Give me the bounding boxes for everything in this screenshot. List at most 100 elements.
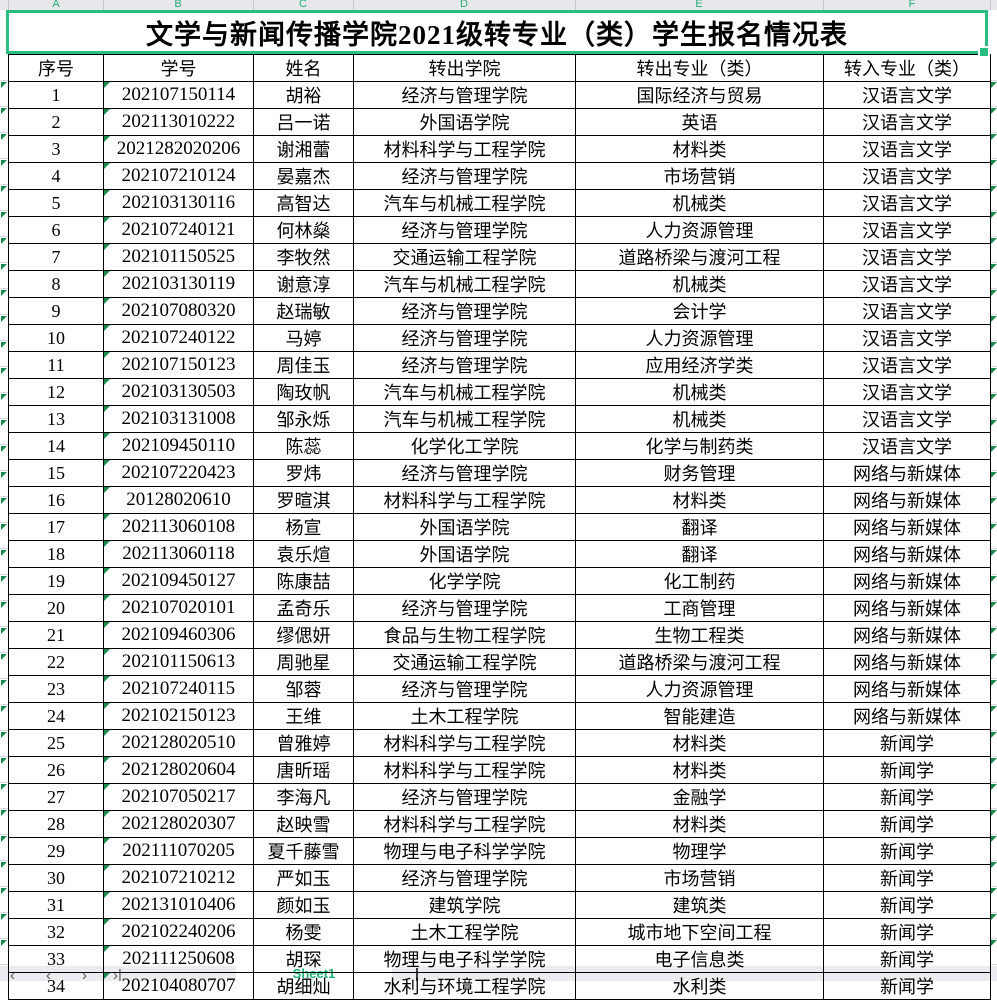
cell-college[interactable]: 交通运输工程学院 bbox=[353, 648, 576, 676]
cell-major-in[interactable]: 汉语言文学 bbox=[823, 405, 991, 433]
cell-major-in[interactable]: 新闻学 bbox=[823, 756, 991, 784]
cell-seq[interactable]: 20 bbox=[8, 594, 104, 622]
cell-name[interactable]: 胡裕 bbox=[253, 81, 354, 109]
cell-major-out[interactable]: 材料类 bbox=[575, 810, 824, 838]
cell-id[interactable]: 202107020101 bbox=[103, 594, 254, 622]
cell-name[interactable]: 孟奇乐 bbox=[253, 594, 354, 622]
cell-major-in[interactable]: 网络与新媒体 bbox=[823, 594, 991, 622]
cell-college[interactable]: 化学化工学院 bbox=[353, 432, 576, 460]
cell-id[interactable]: 202128020510 bbox=[103, 729, 254, 757]
cell-major-in[interactable]: 汉语言文学 bbox=[823, 135, 991, 163]
cell-name[interactable]: 吕一诺 bbox=[253, 108, 354, 136]
cell-major-out[interactable]: 道路桥梁与渡河工程 bbox=[575, 648, 824, 676]
cell-id[interactable]: 202107240115 bbox=[103, 675, 254, 703]
cell-major-in[interactable]: 汉语言文学 bbox=[823, 108, 991, 136]
cell-id[interactable]: 202113060118 bbox=[103, 540, 254, 568]
cell-major-in[interactable]: 新闻学 bbox=[823, 864, 991, 892]
cell-name[interactable]: 高智达 bbox=[253, 189, 354, 217]
cell-id[interactable]: 202107080320 bbox=[103, 297, 254, 325]
cell-seq[interactable]: 11 bbox=[8, 351, 104, 379]
cell-seq[interactable]: 34 bbox=[8, 972, 104, 1000]
cell-college[interactable]: 经济与管理学院 bbox=[353, 297, 576, 325]
header-id[interactable]: 学号 bbox=[103, 54, 254, 82]
cell-id[interactable]: 202104080707 bbox=[103, 972, 254, 1000]
cell-major-out[interactable]: 人力资源管理 bbox=[575, 324, 824, 352]
cell-id[interactable]: 202103130116 bbox=[103, 189, 254, 217]
cell-seq[interactable]: 26 bbox=[8, 756, 104, 784]
header-name[interactable]: 姓名 bbox=[253, 54, 354, 82]
cell-major-out[interactable]: 道路桥梁与渡河工程 bbox=[575, 243, 824, 271]
cell-id[interactable]: 202107150114 bbox=[103, 81, 254, 109]
cell-seq[interactable]: 14 bbox=[8, 432, 104, 460]
cell-major-in[interactable]: 新闻学 bbox=[823, 972, 991, 1000]
cell-college[interactable]: 水利与环境工程学院 bbox=[353, 972, 576, 1000]
cell-major-out[interactable]: 翻译 bbox=[575, 540, 824, 568]
cell-seq[interactable]: 24 bbox=[8, 702, 104, 730]
cell-major-in[interactable]: 汉语言文学 bbox=[823, 81, 991, 109]
cell-college[interactable]: 外国语学院 bbox=[353, 108, 576, 136]
cell-id[interactable]: 202107210124 bbox=[103, 162, 254, 190]
cell-college[interactable]: 汽车与机械工程学院 bbox=[353, 378, 576, 406]
cell-name[interactable]: 罗炜 bbox=[253, 459, 354, 487]
cell-id[interactable]: 202128020307 bbox=[103, 810, 254, 838]
cell-major-out[interactable]: 化工制药 bbox=[575, 567, 824, 595]
cell-seq[interactable]: 31 bbox=[8, 891, 104, 919]
cell-id[interactable]: 202102240206 bbox=[103, 918, 254, 946]
cell-major-out[interactable]: 人力资源管理 bbox=[575, 216, 824, 244]
cell-major-out[interactable]: 生物工程类 bbox=[575, 621, 824, 649]
cell-seq[interactable]: 27 bbox=[8, 783, 104, 811]
cell-major-out[interactable]: 机械类 bbox=[575, 189, 824, 217]
cell-college[interactable]: 汽车与机械工程学院 bbox=[353, 189, 576, 217]
cell-college[interactable]: 经济与管理学院 bbox=[353, 216, 576, 244]
cell-seq[interactable]: 1 bbox=[8, 81, 104, 109]
cell-major-out[interactable]: 市场营销 bbox=[575, 864, 824, 892]
cell-major-out[interactable]: 英语 bbox=[575, 108, 824, 136]
cell-name[interactable]: 赵映雪 bbox=[253, 810, 354, 838]
cell-seq[interactable]: 4 bbox=[8, 162, 104, 190]
cell-id[interactable]: 202111070205 bbox=[103, 837, 254, 865]
cell-id[interactable]: 202111250608 bbox=[103, 945, 254, 973]
cell-id[interactable]: 2021282020206 bbox=[103, 135, 254, 163]
cell-college[interactable]: 汽车与机械工程学院 bbox=[353, 405, 576, 433]
cell-major-out[interactable]: 机械类 bbox=[575, 270, 824, 298]
cell-seq[interactable]: 16 bbox=[8, 486, 104, 514]
cell-major-in[interactable]: 网络与新媒体 bbox=[823, 513, 991, 541]
cell-college[interactable]: 汽车与机械工程学院 bbox=[353, 270, 576, 298]
cell-college[interactable]: 经济与管理学院 bbox=[353, 81, 576, 109]
cell-college[interactable]: 外国语学院 bbox=[353, 540, 576, 568]
cell-major-in[interactable]: 汉语言文学 bbox=[823, 297, 991, 325]
cell-major-in[interactable]: 新闻学 bbox=[823, 918, 991, 946]
cell-college[interactable]: 食品与生物工程学院 bbox=[353, 621, 576, 649]
cell-seq[interactable]: 2 bbox=[8, 108, 104, 136]
cell-major-in[interactable]: 汉语言文学 bbox=[823, 432, 991, 460]
cell-seq[interactable]: 8 bbox=[8, 270, 104, 298]
header-seq[interactable]: 序号 bbox=[8, 54, 104, 82]
cell-major-out[interactable]: 翻译 bbox=[575, 513, 824, 541]
cell-name[interactable]: 周驰星 bbox=[253, 648, 354, 676]
cell-name[interactable]: 李海凡 bbox=[253, 783, 354, 811]
cell-id[interactable]: 202107240122 bbox=[103, 324, 254, 352]
cell-name[interactable]: 胡琛 bbox=[253, 945, 354, 973]
cell-major-in[interactable]: 新闻学 bbox=[823, 891, 991, 919]
cell-seq[interactable]: 17 bbox=[8, 513, 104, 541]
cell-major-in[interactable]: 网络与新媒体 bbox=[823, 486, 991, 514]
column-header-c[interactable]: C bbox=[299, 0, 307, 10]
cell-major-out[interactable]: 水利类 bbox=[575, 972, 824, 1000]
cell-major-out[interactable]: 工商管理 bbox=[575, 594, 824, 622]
cell-id[interactable]: 202113010222 bbox=[103, 108, 254, 136]
cell-name[interactable]: 曾雅婷 bbox=[253, 729, 354, 757]
cell-seq[interactable]: 25 bbox=[8, 729, 104, 757]
cell-name[interactable]: 夏千藤雪 bbox=[253, 837, 354, 865]
header-major-in[interactable]: 转入专业（类） bbox=[823, 54, 991, 82]
cell-name[interactable]: 何林燊 bbox=[253, 216, 354, 244]
column-header-f[interactable]: F bbox=[908, 0, 916, 10]
cell-major-out[interactable]: 金融学 bbox=[575, 783, 824, 811]
cell-major-out[interactable]: 国际经济与贸易 bbox=[575, 81, 824, 109]
cell-id[interactable]: 202128020604 bbox=[103, 756, 254, 784]
header-major-out[interactable]: 转出专业（类） bbox=[575, 54, 824, 82]
cell-major-out[interactable]: 材料类 bbox=[575, 729, 824, 757]
cell-major-out[interactable]: 应用经济学类 bbox=[575, 351, 824, 379]
cell-name[interactable]: 李牧然 bbox=[253, 243, 354, 271]
cell-seq[interactable]: 13 bbox=[8, 405, 104, 433]
cell-seq[interactable]: 32 bbox=[8, 918, 104, 946]
